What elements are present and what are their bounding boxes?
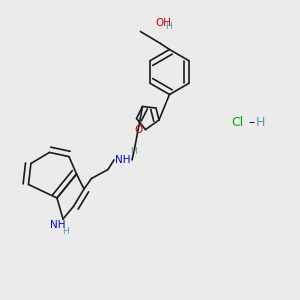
Text: Cl: Cl [231, 116, 243, 130]
Text: H: H [130, 147, 137, 156]
Text: O: O [135, 124, 143, 135]
Text: NH: NH [50, 220, 65, 230]
Text: NH: NH [115, 155, 131, 165]
Text: OH: OH [155, 18, 172, 28]
Text: H: H [256, 116, 265, 130]
Text: H: H [165, 22, 171, 31]
Text: H: H [62, 227, 69, 236]
Text: –: – [249, 116, 255, 130]
